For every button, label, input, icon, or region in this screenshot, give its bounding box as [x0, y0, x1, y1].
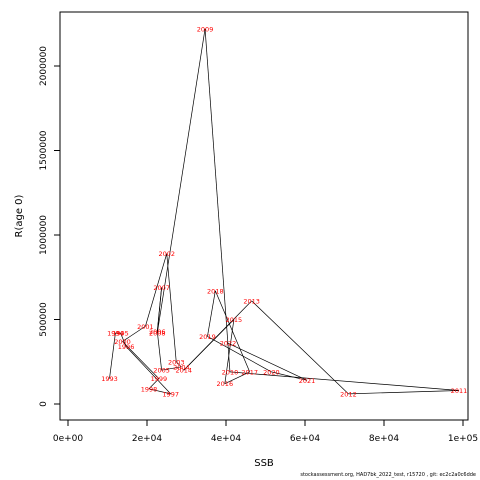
segment-2004-2005: [161, 366, 182, 371]
y-tick-label: 0: [39, 401, 49, 407]
year-label-2000: 2000: [114, 338, 131, 346]
segment-1996-1997: [125, 346, 171, 395]
segment-1999-2000: [122, 341, 160, 379]
year-label-2018: 2018: [207, 287, 224, 295]
segment-2010-2011: [229, 371, 460, 391]
y-tick-label: 500000: [39, 302, 49, 337]
y-axis: 0 500000 1000000 1500000 2000000: [39, 46, 61, 407]
segment-2018-2019: [207, 290, 216, 337]
year-label-1994: 1994: [107, 330, 124, 338]
trajectory-lines: [109, 28, 460, 395]
segment-2011-2012: [348, 390, 460, 395]
segment-1997-1998: [148, 388, 171, 395]
x-axis: 0e+00 2e+04 4e+04 6e+04 8e+04 1e+05: [53, 419, 478, 444]
y-tick-label: 1500000: [39, 130, 49, 170]
x-tick-label: 4e+04: [211, 434, 242, 444]
year-label-2015: 2015: [226, 316, 243, 324]
year-label-2001: 2001: [137, 323, 154, 331]
year-label-2019: 2019: [199, 333, 216, 341]
segment-2019-2020: [207, 336, 272, 373]
segment-2002-2003: [166, 253, 177, 362]
plot-frame: [59, 11, 469, 421]
segment-2012-2013: [251, 300, 349, 395]
segment-2001-2002: [145, 253, 168, 327]
segment-1993-1994: [109, 332, 116, 379]
segment-2017-2018: [215, 290, 251, 373]
segment-1998-1999: [148, 378, 160, 390]
segment-2021-2022: [227, 342, 308, 381]
year-label-2003: 2003: [168, 358, 185, 366]
y-tick-label: 2000000: [39, 46, 49, 86]
year-label-1997: 1997: [162, 390, 179, 398]
year-label-2008: 2008: [149, 330, 166, 338]
year-label-1999: 1999: [151, 375, 168, 383]
x-tick-label: 8e+04: [369, 434, 400, 444]
segment-2007-2008: [156, 287, 162, 334]
year-label-2014: 2014: [175, 367, 192, 375]
year-label-2021: 2021: [299, 377, 316, 385]
y-tick-label: 1000000: [39, 215, 49, 255]
segment-2016-2017: [224, 371, 250, 385]
x-axis-title: SSB: [254, 458, 274, 469]
year-label-1995: 1995: [112, 330, 129, 338]
year-label-1996: 1996: [118, 343, 135, 351]
year-label-2017: 2017: [241, 368, 258, 376]
year-label-2010: 2010: [222, 368, 239, 376]
segment-2020-2021: [271, 371, 308, 381]
segment-2003-2004: [175, 361, 182, 368]
segment-2000-2001: [122, 325, 146, 342]
segment-2008-2009: [156, 28, 206, 334]
year-label-2005: 2005: [153, 367, 170, 375]
year-label-2006: 2006: [149, 328, 166, 336]
x-tick-label: 1e+05: [448, 434, 478, 444]
year-label-2007: 2007: [153, 284, 170, 292]
year-label-2013: 2013: [243, 297, 260, 305]
year-label-2011: 2011: [451, 387, 468, 395]
year-label-1998: 1998: [141, 385, 158, 393]
year-label-2020: 2020: [263, 368, 280, 376]
year-label-1993: 1993: [101, 375, 118, 383]
y-axis-title: R(age 0): [14, 194, 25, 237]
footer-credit: stockassessment.org, HAD7bk_2022_test, r…: [300, 472, 476, 478]
x-tick-label: 6e+04: [290, 434, 321, 444]
year-label-2012: 2012: [340, 390, 357, 398]
year-label-2004: 2004: [173, 363, 190, 371]
segment-2005-2006: [156, 331, 162, 371]
year-label-2022: 2022: [220, 340, 237, 348]
year-label-2009: 2009: [197, 25, 214, 33]
year-label-2016: 2016: [217, 380, 234, 388]
x-tick-label: 2e+04: [132, 434, 163, 444]
year-label-2002: 2002: [158, 250, 175, 258]
x-tick-label: 0e+00: [53, 434, 84, 444]
segment-2014-2015: [183, 319, 235, 371]
